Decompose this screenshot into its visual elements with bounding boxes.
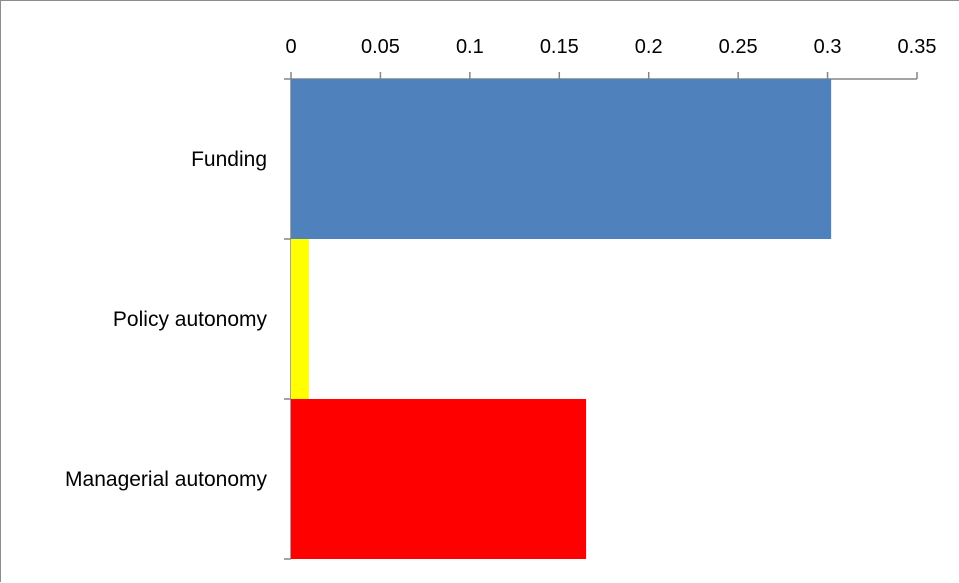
x-tick-label: 0.1 [456,36,484,58]
bar-policy-autonomy [291,239,309,399]
bars-layer [291,79,832,559]
bar-managerial-autonomy [291,399,587,559]
x-tick-label: 0.2 [635,36,663,58]
bar-funding [291,79,832,239]
labels-layer: 0 0.05 0.1 0.15 0.2 0.25 0.3 0.35 Funding Policy … [65,36,936,491]
category-label: Managerial autonomy [65,468,267,491]
x-tick-label: 0.3 [814,36,842,58]
x-tick-label: 0.35 [898,36,937,58]
x-tick-label: 0.15 [540,36,579,58]
x-tick-label: 0.25 [719,36,758,58]
category-label: Policy autonomy [113,308,268,331]
category-label: Funding [191,148,267,171]
x-tick-label: 0 [285,36,296,58]
x-tick-label: 0.05 [361,36,400,58]
